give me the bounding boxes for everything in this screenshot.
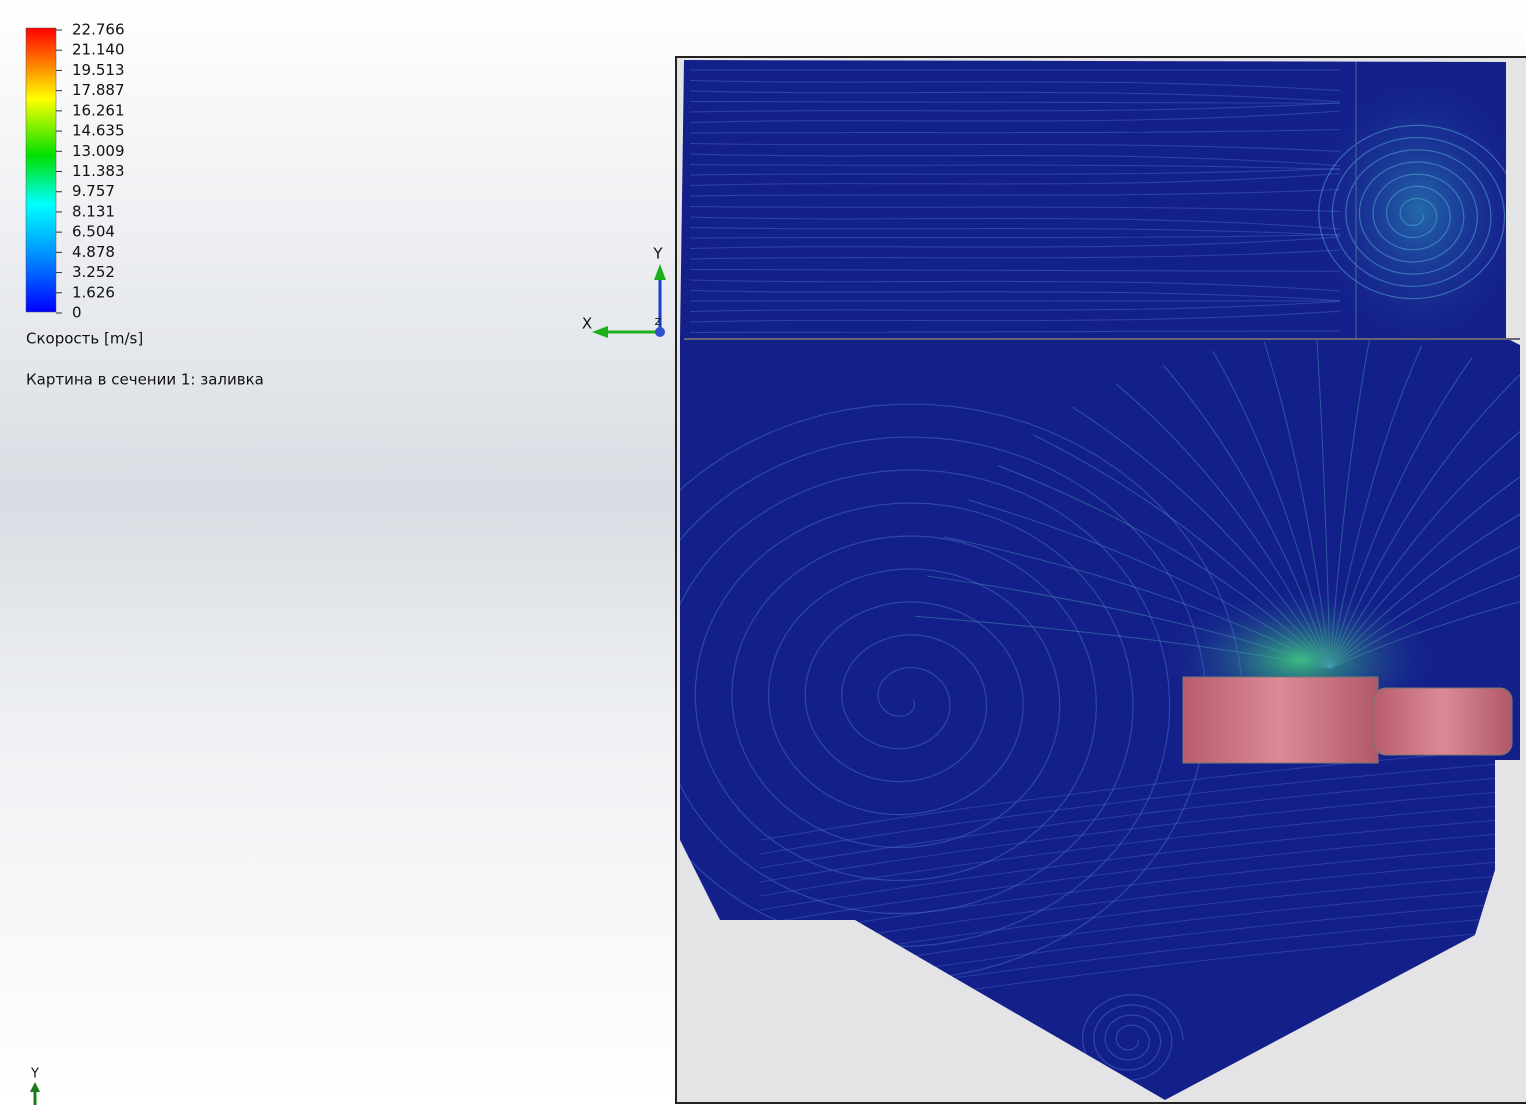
color-bar — [25, 27, 57, 313]
streamline — [689, 234, 1341, 239]
legend-tick-label: 8.131 — [72, 202, 115, 220]
legend-tick-label: 9.757 — [72, 182, 115, 200]
legend-tick-label: 14.635 — [72, 122, 125, 140]
streamline — [689, 227, 1341, 236]
legend-tick-label: 21.140 — [72, 41, 125, 59]
streamline — [689, 153, 1341, 167]
streamline — [759, 847, 1501, 939]
streamline — [1072, 406, 1331, 669]
streamline — [689, 249, 1341, 260]
legend-tick-label: 13.009 — [72, 142, 125, 160]
streamline — [1318, 124, 1519, 300]
axis-triad: Y X Z — [582, 245, 666, 338]
legend-tick-label: 4.878 — [72, 243, 115, 261]
streamline — [915, 615, 1331, 669]
streamline — [759, 833, 1501, 925]
legend-tick-label: 0 — [72, 304, 82, 322]
streamline — [1329, 555, 1520, 669]
streamline — [689, 164, 1341, 170]
streamline — [997, 465, 1331, 669]
streamline — [689, 110, 1341, 123]
streamline — [689, 236, 1341, 249]
legend-tick-label: 22.766 — [72, 21, 125, 39]
streamline — [1329, 339, 1371, 669]
triad-label: X — [582, 315, 592, 333]
legend-tick-label: 11.383 — [72, 162, 125, 180]
streamline — [759, 805, 1501, 897]
streamline — [689, 129, 1341, 134]
streamline — [689, 80, 1341, 92]
legend-tick-label: 3.252 — [72, 263, 115, 281]
streamline — [944, 536, 1331, 669]
streamline — [1212, 350, 1331, 669]
streamline — [759, 763, 1501, 855]
streamline — [689, 279, 1341, 292]
streamline — [1329, 357, 1473, 669]
caption: Картина в сечении 1: заливка — [26, 371, 264, 389]
triad-origin — [655, 327, 665, 337]
triad-y-arrow — [654, 264, 666, 280]
streamline — [689, 173, 1341, 186]
legend-tick-label: 19.513 — [72, 61, 125, 79]
streamline — [689, 290, 1341, 302]
streamline — [689, 167, 1341, 176]
corner-y-arrow — [30, 1082, 40, 1092]
streamline — [1032, 434, 1331, 669]
streamline — [1162, 364, 1331, 669]
triad-label: Z — [655, 317, 662, 328]
triad-x-arrow — [592, 326, 608, 338]
corner-triad: Y — [30, 1067, 40, 1105]
streamline — [689, 216, 1341, 230]
streamline — [926, 575, 1331, 669]
streamline — [759, 819, 1501, 911]
streamline — [1329, 373, 1520, 669]
streamline — [1316, 338, 1331, 669]
triad-label: Y — [30, 1067, 39, 1082]
legend-tick-label: 6.504 — [72, 223, 115, 241]
streamline — [689, 206, 1341, 213]
streamline — [759, 791, 1501, 883]
nozzle — [1182, 676, 1379, 764]
streamline — [1263, 341, 1331, 669]
legend-tick-label: 17.887 — [72, 81, 125, 99]
streamline — [689, 189, 1341, 197]
streamline — [1329, 394, 1520, 669]
legend-title: Скорость [m/s] — [26, 330, 143, 348]
streamline — [680, 403, 1243, 981]
streamline — [1329, 420, 1520, 669]
pipe — [1373, 687, 1513, 756]
legend-tick-label: 1.626 — [72, 283, 115, 301]
streamline — [759, 777, 1501, 869]
triad-label: Y — [652, 245, 663, 263]
streamline — [1329, 517, 1520, 669]
legend-tick-label: 16.261 — [72, 101, 125, 119]
streamline — [1329, 345, 1423, 669]
streamline — [968, 499, 1331, 669]
streamline — [1115, 383, 1331, 669]
streamline — [1329, 449, 1520, 669]
streamline — [759, 749, 1501, 841]
streamline — [689, 102, 1341, 113]
streamline — [689, 300, 1341, 312]
streamline — [1329, 482, 1520, 669]
streamline — [689, 143, 1341, 152]
streamline — [689, 90, 1341, 103]
streamline — [689, 310, 1341, 323]
vortex-highlight — [1310, 70, 1520, 350]
